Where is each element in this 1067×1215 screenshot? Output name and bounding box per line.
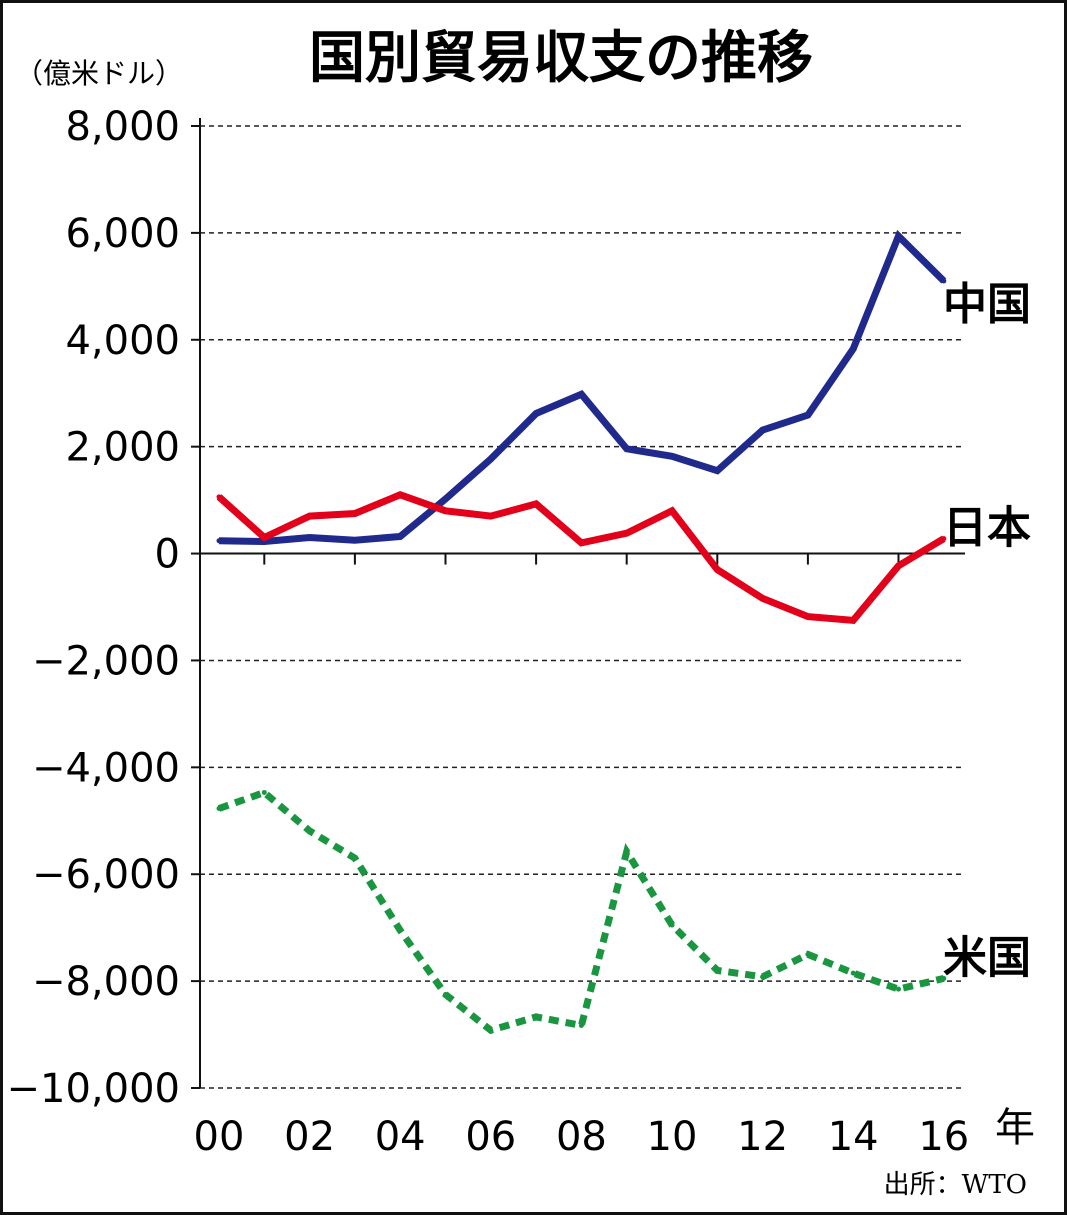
y-tick-label: −2,000 bbox=[32, 638, 180, 684]
data-point bbox=[669, 453, 675, 459]
data-point bbox=[941, 975, 947, 981]
data-point bbox=[714, 967, 720, 973]
data-point bbox=[714, 468, 720, 474]
x-tick-label: 08 bbox=[556, 1114, 607, 1160]
data-point bbox=[488, 456, 494, 462]
data-point bbox=[397, 533, 403, 539]
data-point bbox=[896, 233, 901, 239]
data-point bbox=[352, 855, 358, 861]
x-tick-label: 14 bbox=[828, 1114, 879, 1160]
data-point bbox=[850, 970, 856, 976]
x-tick-label: 06 bbox=[465, 1114, 516, 1160]
data-point bbox=[443, 508, 448, 514]
data-point bbox=[443, 991, 448, 997]
data-point bbox=[216, 805, 222, 811]
series-line-2 bbox=[217, 788, 945, 1035]
data-point bbox=[941, 278, 947, 284]
data-point bbox=[216, 494, 222, 500]
data-point bbox=[760, 974, 766, 980]
data-point bbox=[624, 530, 630, 536]
y-tick-label: −6,000 bbox=[32, 852, 180, 898]
series-label: 中国 bbox=[943, 279, 1031, 330]
x-tick-label: 00 bbox=[194, 1114, 245, 1160]
y-tick-label: −4,000 bbox=[32, 745, 180, 791]
gridlines bbox=[199, 118, 965, 1089]
x-axis-ticks: 00 02 04 06 08 10 12 14 16 bbox=[194, 553, 969, 1160]
data-point bbox=[443, 496, 448, 502]
data-point bbox=[261, 789, 267, 795]
y-tick-label: −8,000 bbox=[32, 959, 180, 1005]
series-line-1 bbox=[216, 491, 946, 625]
data-point bbox=[669, 508, 675, 514]
series-label: 日本 bbox=[943, 503, 1031, 554]
data-point bbox=[669, 922, 675, 928]
data-point bbox=[533, 501, 539, 507]
data-point bbox=[760, 595, 766, 601]
x-axis-unit: 年 bbox=[995, 1105, 1035, 1151]
data-point bbox=[624, 446, 630, 452]
y-tick-label: 0 bbox=[155, 532, 180, 578]
chart-title: 国別貿易収支の推移 bbox=[309, 26, 813, 91]
data-point bbox=[533, 1014, 539, 1020]
data-point bbox=[850, 617, 856, 623]
data-point bbox=[397, 492, 403, 498]
data-point bbox=[896, 986, 901, 992]
data-point bbox=[578, 1022, 584, 1028]
data-point bbox=[488, 1027, 494, 1033]
y-tick-label: 6,000 bbox=[65, 211, 180, 257]
data-point bbox=[488, 513, 494, 519]
trade-balance-chart: 国別貿易収支の推移 （億米ドル） 出所：WTO 年 8,000 6,000 4,00… bbox=[7, 26, 1035, 1200]
data-point bbox=[805, 951, 811, 957]
data-point bbox=[714, 567, 720, 573]
data-point bbox=[578, 540, 584, 546]
data-point bbox=[805, 412, 811, 418]
data-point bbox=[896, 563, 901, 569]
data-point bbox=[397, 927, 403, 933]
y-tick-label: 8,000 bbox=[65, 104, 180, 150]
source-note: 出所：WTO bbox=[884, 1170, 1027, 1200]
y-tick-label: −10,000 bbox=[7, 1066, 180, 1112]
data-point bbox=[850, 346, 856, 352]
data-point bbox=[624, 849, 630, 855]
data-point bbox=[216, 538, 222, 544]
x-tick-label: 12 bbox=[737, 1114, 788, 1160]
data-series bbox=[216, 229, 947, 1035]
series-label: 米国 bbox=[943, 932, 1031, 983]
x-tick-label: 02 bbox=[284, 1114, 335, 1160]
y-tick-label: 4,000 bbox=[65, 318, 180, 364]
data-point bbox=[307, 828, 313, 834]
data-point bbox=[578, 391, 584, 397]
data-point bbox=[533, 411, 539, 417]
x-tick-label: 10 bbox=[647, 1114, 698, 1160]
y-axis-unit: （億米ドル） bbox=[15, 57, 183, 90]
data-point bbox=[352, 510, 358, 516]
x-tick-label: 16 bbox=[918, 1114, 969, 1160]
series-line-0 bbox=[218, 229, 947, 546]
y-tick-label: 2,000 bbox=[65, 425, 180, 471]
data-point bbox=[941, 536, 947, 542]
data-point bbox=[307, 513, 313, 519]
y-axis-ticks: 8,000 6,000 4,000 2,000 0 −2,000 −4,000 −6,000 −… bbox=[7, 104, 200, 1112]
data-point bbox=[805, 614, 811, 620]
data-point bbox=[261, 535, 267, 541]
x-tick-label: 04 bbox=[375, 1114, 426, 1160]
data-point bbox=[352, 537, 358, 543]
data-point bbox=[760, 427, 766, 433]
data-point bbox=[307, 535, 313, 541]
